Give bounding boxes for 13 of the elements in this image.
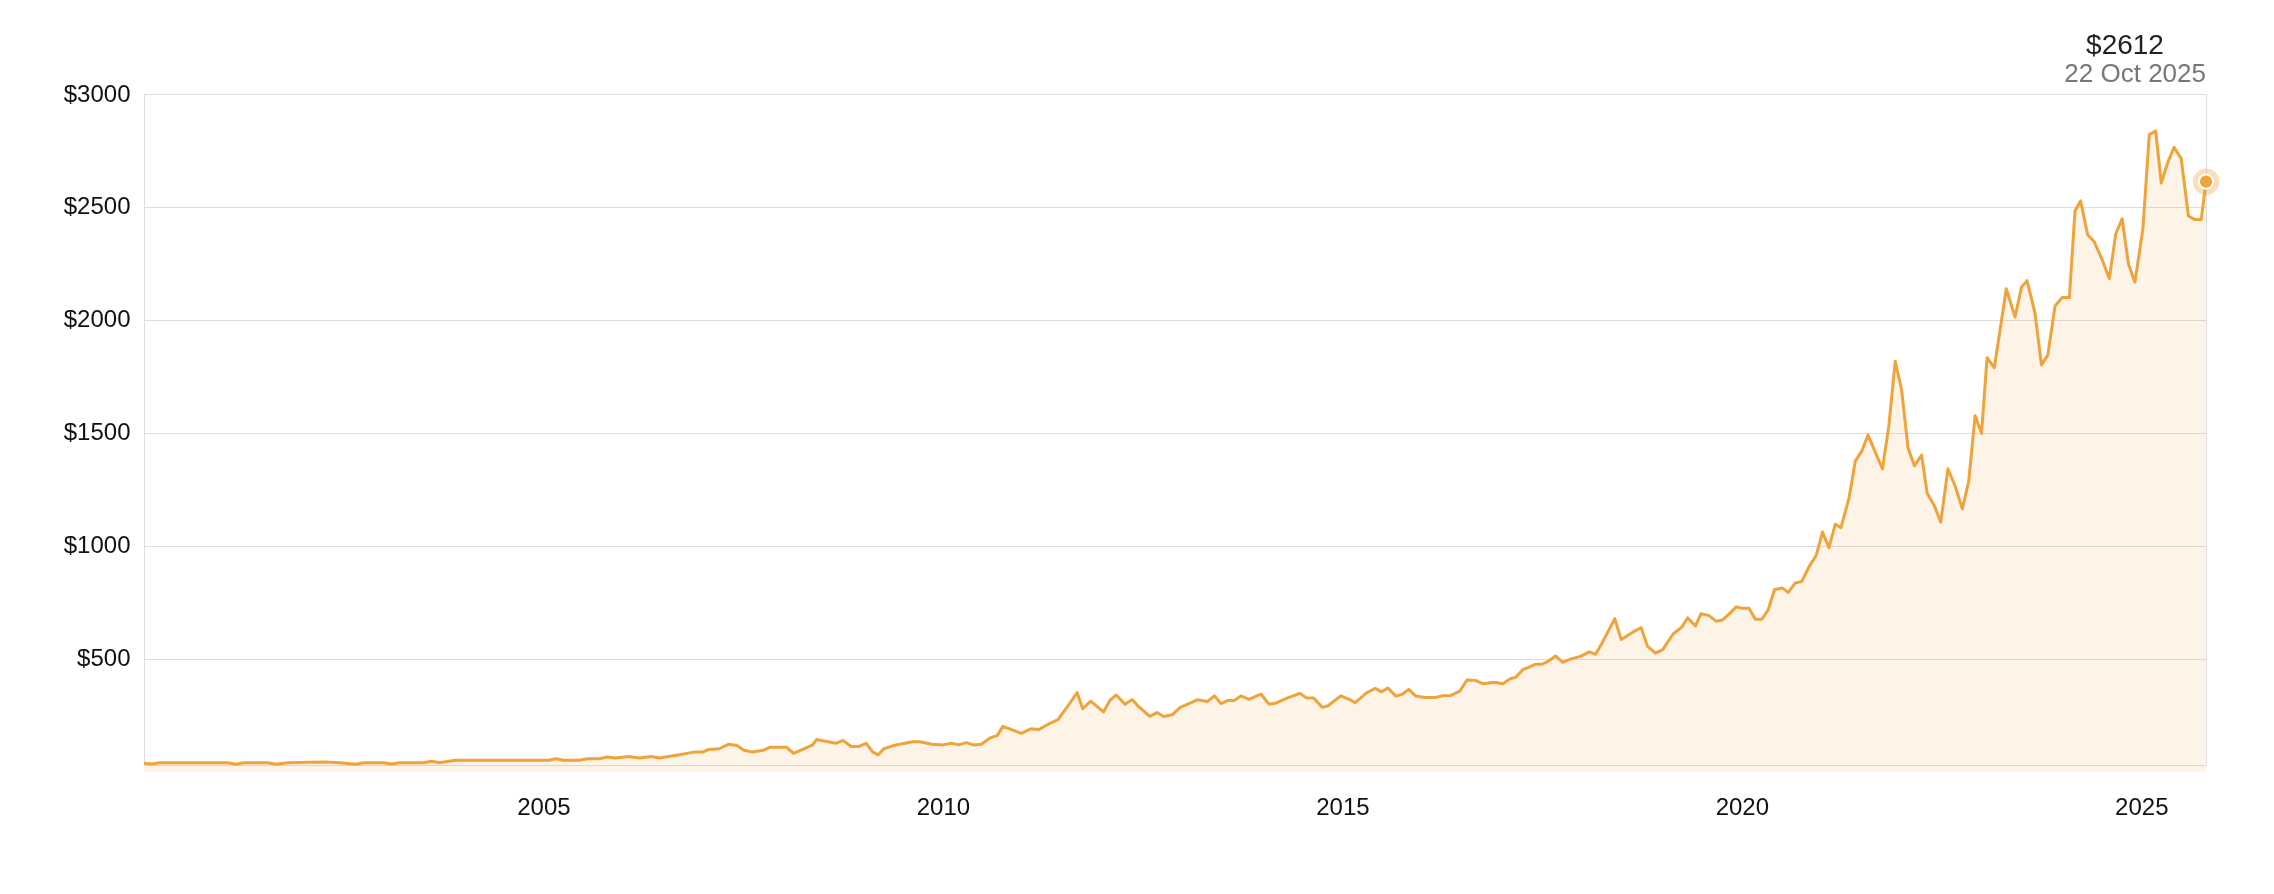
y-tick-label: $1000 [63, 531, 131, 559]
y-tick-label: $3000 [63, 79, 131, 107]
y-tick-label: $1500 [63, 418, 131, 446]
x-tick-label: 2015 [1316, 792, 1370, 820]
text: 22 Oct 2025 [2064, 58, 2206, 88]
x-tick-label: 2020 [1715, 792, 1770, 820]
text: $2612 [2086, 29, 2164, 60]
y-tick-label: $500 [77, 644, 131, 672]
x-tick-label: 2025 [2115, 792, 2169, 820]
x-tick-label: 2010 [916, 792, 971, 820]
y-tick-label: $2500 [63, 192, 131, 220]
x-tick-label: 2005 [517, 792, 571, 820]
y-tick-label: $2000 [63, 305, 131, 333]
